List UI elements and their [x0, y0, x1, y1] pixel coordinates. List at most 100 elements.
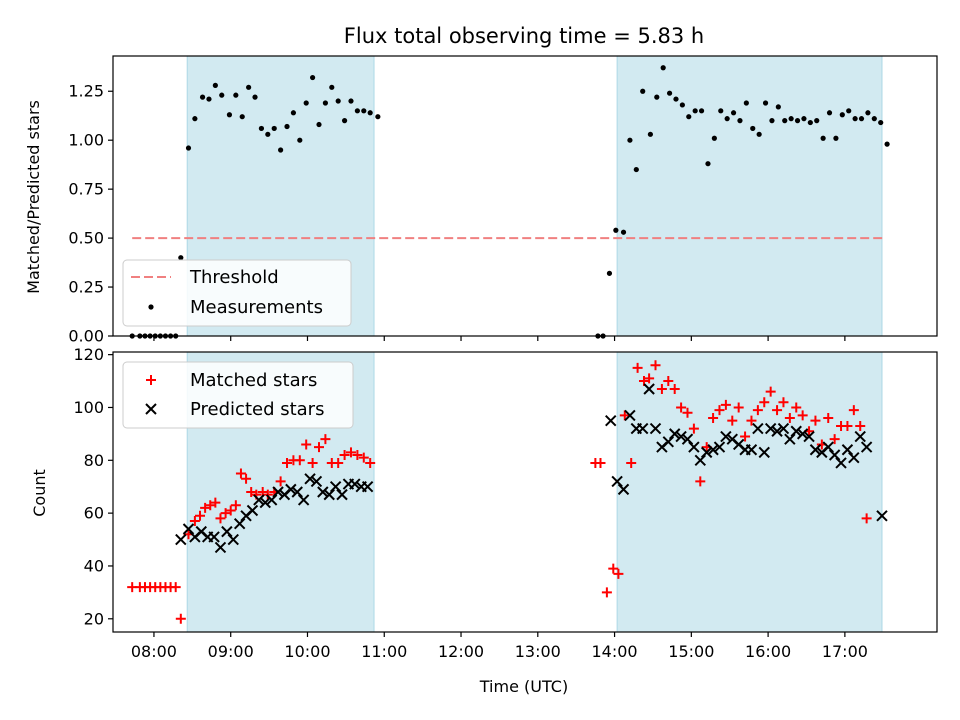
data-point: [627, 137, 633, 143]
data-point: [233, 517, 246, 530]
data-point: [291, 486, 303, 498]
legend-matched-label: Matched stars: [190, 370, 317, 391]
data-point: [708, 413, 719, 424]
data-point: [718, 108, 724, 114]
data-point: [737, 118, 743, 124]
x-axis-label: Time (UTC): [479, 677, 568, 696]
data-point: [884, 141, 890, 147]
data-point: [199, 94, 206, 100]
data-point: [833, 135, 839, 141]
axes-frame: [112, 351, 938, 633]
data-point: [814, 118, 820, 124]
data-point: [777, 422, 790, 435]
data-point: [619, 410, 630, 421]
data-point: [294, 455, 305, 466]
data-point: [839, 112, 845, 118]
x-tick-label: 10:00: [284, 642, 330, 661]
y-tick-label: 0.50: [68, 229, 104, 248]
data-point: [189, 516, 200, 527]
data-point: [681, 433, 694, 445]
legend: Threshold Measurements: [122, 259, 352, 327]
data-point: [620, 229, 627, 235]
data-point: [673, 96, 679, 102]
data-point: [235, 468, 246, 479]
legend: Matched stars Predicted stars: [122, 361, 354, 429]
data-point: [336, 488, 348, 501]
data-point: [662, 436, 675, 448]
data-point: [226, 112, 233, 118]
data-point: [246, 487, 257, 497]
data-point: [282, 457, 293, 468]
data-point: [225, 505, 236, 516]
data-point: [361, 481, 374, 493]
data-point: [823, 413, 834, 424]
data-point: [341, 118, 348, 124]
data-point: [233, 92, 239, 98]
data-point: [784, 413, 795, 424]
data-point: [790, 425, 802, 437]
data-point: [782, 118, 788, 124]
data-point: [637, 422, 649, 435]
y-tick-label: 100: [73, 398, 104, 417]
data-point: [714, 405, 725, 416]
data-point: [349, 478, 361, 490]
data-point: [871, 116, 877, 122]
data-point: [649, 422, 662, 435]
data-point: [310, 74, 316, 81]
data-point: [679, 102, 685, 108]
shaded-interval: [616, 55, 883, 337]
data-point: [791, 402, 802, 413]
data-point: [205, 500, 216, 511]
data-point: [613, 227, 619, 233]
data-point: [259, 496, 271, 509]
data-point: [745, 444, 758, 456]
legend-box: [122, 259, 352, 327]
data-point: [694, 454, 706, 467]
data-point: [826, 110, 833, 116]
data-point: [365, 457, 376, 468]
data-point: [675, 430, 687, 443]
data-point: [654, 94, 660, 100]
data-point: [848, 451, 860, 464]
y-tick-label: 60: [84, 504, 104, 523]
data-point: [643, 383, 655, 395]
data-point: [265, 131, 271, 137]
legend-predicted-label: Predicted stars: [190, 399, 324, 420]
x-tick-label: 16:00: [745, 642, 791, 661]
data-point: [878, 119, 884, 126]
shaded-interval: [616, 351, 883, 633]
y-tick-label: 1.00: [68, 131, 104, 150]
data-point: [846, 108, 852, 114]
y-tick-label: 0.00: [68, 327, 104, 346]
data-point: [212, 82, 218, 88]
data-point: [375, 114, 381, 120]
data-point: [175, 533, 187, 546]
data-point: [595, 457, 606, 468]
data-point: [210, 497, 221, 508]
data-point: [272, 486, 284, 498]
data-point: [626, 457, 637, 468]
data-point: [275, 476, 286, 487]
series-matched-stars: [127, 360, 872, 624]
data-point: [733, 402, 744, 413]
data-point: [317, 486, 329, 498]
data-point: [200, 502, 211, 513]
data-point: [320, 434, 331, 445]
data-point: [828, 449, 841, 461]
data-point: [660, 65, 666, 71]
data-point: [713, 441, 726, 453]
data-point: [345, 447, 356, 458]
data-point: [852, 116, 858, 122]
data-point: [855, 420, 866, 431]
data-point: [175, 613, 186, 624]
x-tick-label: 11:00: [361, 642, 407, 661]
data-point: [688, 423, 699, 434]
legend-measurements-label: Measurements: [190, 297, 323, 318]
data-point: [784, 433, 796, 445]
data-point: [271, 125, 277, 132]
data-point: [195, 510, 206, 521]
data-point: [284, 123, 290, 130]
top-ylabel: Matched/Predicted stars: [24, 100, 43, 294]
series-predicted-stars: [175, 383, 888, 554]
